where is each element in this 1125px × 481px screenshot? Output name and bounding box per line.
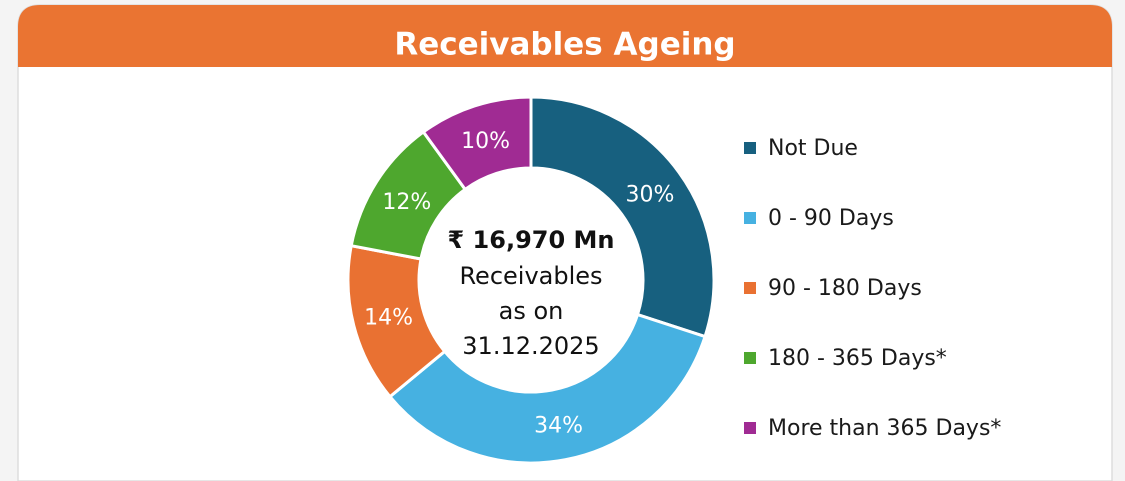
legend-label: 90 - 180 Days <box>768 276 922 301</box>
center-caption: Receivables <box>459 262 602 290</box>
slice-label: 12% <box>382 190 431 215</box>
slice-label: 30% <box>625 183 674 208</box>
legend-swatch <box>744 422 756 434</box>
legend-label: More than 365 Days* <box>768 416 1001 441</box>
legend-swatch <box>744 352 756 364</box>
donut-slice <box>421 95 533 192</box>
donut-slice <box>387 312 707 465</box>
slice-label: 34% <box>534 413 583 438</box>
legend-swatch <box>744 142 756 154</box>
legend-label: 0 - 90 Days <box>768 206 894 231</box>
legend-label: Not Due <box>768 136 858 161</box>
slice-label: 10% <box>461 129 510 154</box>
center-caption: as on <box>499 297 564 325</box>
chart-title: Receivables Ageing <box>394 27 735 63</box>
card-header <box>18 5 1112 67</box>
slice-label: 14% <box>364 306 413 331</box>
legend-label: 180 - 365 Days* <box>768 346 947 371</box>
center-caption: 31.12.2025 <box>462 332 599 360</box>
legend-swatch <box>744 212 756 224</box>
center-value: ₹ 16,970 Mn <box>448 226 615 254</box>
legend-swatch <box>744 282 756 294</box>
donut-slice <box>529 95 716 339</box>
